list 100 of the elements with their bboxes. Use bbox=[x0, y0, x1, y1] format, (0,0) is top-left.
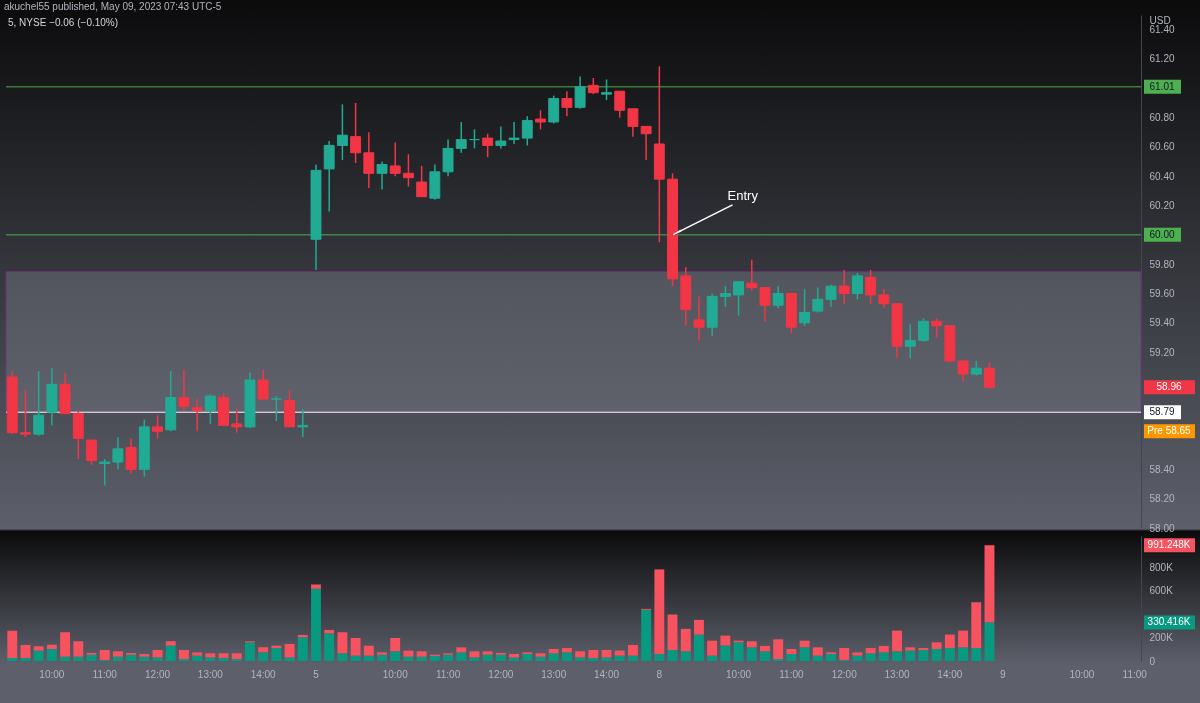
y-tick-label: 60.60 bbox=[1149, 141, 1175, 153]
bar bbox=[548, 653, 559, 661]
candlestick bbox=[667, 172, 678, 287]
y-tick-label: 600K bbox=[1149, 585, 1174, 597]
y-tick-label: 200K bbox=[1149, 632, 1174, 644]
bar bbox=[786, 648, 797, 654]
bar bbox=[812, 655, 823, 661]
bar bbox=[944, 648, 955, 661]
candlestick bbox=[799, 288, 811, 327]
x-tick-label: 10:00 bbox=[382, 668, 409, 680]
bar bbox=[192, 652, 203, 656]
candlestick bbox=[984, 361, 995, 390]
candlestick bbox=[442, 138, 454, 177]
y-tick-label: 59.40 bbox=[1149, 317, 1175, 329]
x-tick-label: 10:00 bbox=[39, 668, 65, 680]
candlestick bbox=[535, 109, 546, 131]
bar bbox=[469, 657, 480, 661]
candlestick bbox=[416, 165, 428, 198]
y-tick-label: 800K bbox=[1149, 562, 1174, 574]
bar bbox=[139, 656, 150, 661]
y-tick-label: 0 bbox=[1149, 655, 1156, 667]
y-tick-label: 60.20 bbox=[1149, 200, 1175, 212]
x-tick-label: 11:00 bbox=[435, 668, 461, 680]
x-tick-label: 5 bbox=[313, 668, 320, 680]
y-tick-label: 59.20 bbox=[1149, 346, 1175, 358]
candlestick bbox=[310, 163, 322, 271]
annotation: Entry bbox=[727, 187, 759, 203]
candlestick bbox=[851, 272, 863, 301]
candlestick bbox=[297, 408, 309, 438]
bar bbox=[746, 641, 757, 648]
bar bbox=[627, 645, 638, 656]
x-tick-label: 10:00 bbox=[1069, 668, 1095, 680]
bar bbox=[258, 652, 269, 661]
text: 58.96 bbox=[1156, 381, 1182, 393]
bar bbox=[350, 637, 361, 656]
bar bbox=[456, 647, 467, 653]
y-tick-label: 61.40 bbox=[1149, 24, 1175, 36]
bar bbox=[456, 652, 467, 661]
candlestick bbox=[719, 285, 731, 308]
bar bbox=[905, 647, 916, 651]
bar bbox=[390, 651, 401, 661]
y-tick-label: 58.20 bbox=[1149, 493, 1175, 505]
candlestick bbox=[152, 414, 163, 440]
y-tick-label: 59.60 bbox=[1149, 287, 1175, 299]
bar bbox=[337, 632, 348, 654]
bar bbox=[139, 653, 150, 657]
bar bbox=[205, 657, 216, 661]
candlestick bbox=[759, 286, 771, 323]
bar bbox=[799, 647, 810, 661]
bar bbox=[614, 650, 625, 656]
y-tick-label: 58.40 bbox=[1149, 463, 1175, 475]
bar bbox=[812, 647, 823, 656]
candlestick bbox=[350, 102, 362, 164]
bar bbox=[403, 656, 414, 661]
candlestick bbox=[627, 108, 639, 138]
bar bbox=[377, 652, 387, 655]
bar bbox=[126, 654, 137, 661]
candlestick bbox=[891, 303, 903, 359]
y-tick-label: 59.80 bbox=[1149, 258, 1175, 270]
bar bbox=[416, 651, 427, 657]
candlestick bbox=[653, 65, 665, 243]
bar bbox=[390, 637, 401, 652]
bar bbox=[548, 648, 559, 654]
bar bbox=[707, 655, 718, 661]
candlestick bbox=[270, 395, 282, 422]
candlestick bbox=[455, 121, 467, 154]
bar bbox=[878, 652, 889, 661]
bar bbox=[482, 651, 493, 655]
candlestick bbox=[6, 370, 18, 435]
x-tick-label: 13:00 bbox=[884, 668, 910, 680]
bar bbox=[627, 655, 638, 661]
candlestick bbox=[389, 141, 401, 177]
bar bbox=[363, 655, 374, 661]
bar bbox=[971, 602, 982, 649]
bar bbox=[258, 647, 269, 653]
text: 991.248K bbox=[1147, 539, 1191, 551]
candlestick bbox=[138, 418, 150, 478]
candlestick bbox=[72, 409, 84, 460]
bar bbox=[733, 642, 744, 661]
bar bbox=[720, 645, 731, 661]
bar bbox=[892, 651, 902, 661]
bar bbox=[178, 650, 189, 660]
bar bbox=[931, 642, 942, 649]
x-tick-label: 14:00 bbox=[594, 668, 620, 680]
text: 330.416K bbox=[1147, 616, 1191, 628]
bar bbox=[826, 653, 836, 661]
candlestick bbox=[733, 281, 745, 317]
bar bbox=[720, 635, 731, 646]
candlestick bbox=[957, 360, 969, 383]
bar bbox=[363, 645, 374, 656]
bar bbox=[588, 657, 599, 661]
candlestick bbox=[521, 115, 533, 147]
x-tick-label: 12:00 bbox=[145, 668, 171, 680]
candlestick bbox=[693, 295, 705, 342]
bar bbox=[892, 630, 902, 652]
candlestick bbox=[469, 128, 480, 150]
bar bbox=[614, 655, 625, 661]
ref-line-label: 61.01 bbox=[1149, 80, 1175, 92]
bar bbox=[33, 650, 44, 661]
bar bbox=[495, 654, 506, 661]
